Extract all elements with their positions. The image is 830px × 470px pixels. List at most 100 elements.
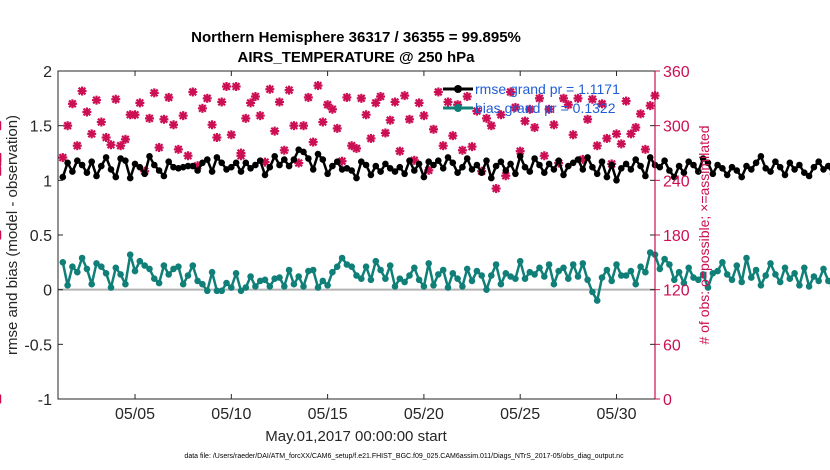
rmse-point bbox=[666, 167, 673, 174]
bias-point bbox=[801, 264, 808, 272]
bias-point bbox=[324, 282, 331, 289]
bias-point bbox=[420, 283, 428, 290]
rmse-point bbox=[757, 153, 765, 160]
bias-point bbox=[208, 268, 216, 276]
obs-count-point bbox=[72, 141, 82, 151]
chart-title-line1: Northern Hemisphere 36317 / 36355 = 99.8… bbox=[191, 29, 521, 46]
bias-point bbox=[767, 260, 774, 267]
bias-point bbox=[252, 283, 259, 290]
bias-point bbox=[83, 265, 91, 273]
bias-point bbox=[584, 276, 591, 284]
rmse-point bbox=[411, 167, 418, 174]
bias-point bbox=[401, 278, 408, 286]
bias-point bbox=[281, 283, 288, 290]
rmse-point bbox=[584, 154, 591, 161]
bias-point bbox=[285, 266, 293, 274]
bias-point bbox=[78, 254, 86, 262]
rmse-point bbox=[796, 161, 803, 169]
bias-point bbox=[723, 271, 731, 278]
rmse-point bbox=[396, 163, 404, 171]
rmse-point bbox=[748, 166, 755, 173]
rmse-point bbox=[815, 158, 822, 165]
rmse-point bbox=[497, 158, 505, 165]
bias-point bbox=[213, 287, 221, 295]
rmse-point bbox=[516, 153, 524, 160]
rmse-point bbox=[430, 161, 437, 169]
rmse-point bbox=[675, 162, 683, 170]
obs-count-point bbox=[481, 113, 491, 123]
bias-point bbox=[516, 257, 524, 265]
rmse-point bbox=[560, 171, 567, 179]
rmse-point bbox=[776, 163, 784, 171]
rmse-point bbox=[194, 167, 201, 174]
bias-point bbox=[314, 284, 322, 291]
bias-point bbox=[738, 278, 745, 286]
bias-point bbox=[752, 266, 760, 274]
rmse-point bbox=[478, 169, 486, 176]
bias-point bbox=[329, 268, 336, 276]
bias-point bbox=[122, 280, 129, 288]
obs-count-point bbox=[67, 99, 77, 109]
right-axis: 0 60 120 180 240 300 360 bbox=[655, 64, 690, 409]
obs-count-point bbox=[222, 81, 232, 91]
bias-point bbox=[815, 277, 822, 285]
obs-count-point bbox=[342, 92, 352, 102]
bias-point bbox=[618, 272, 625, 279]
rmse-point bbox=[483, 157, 490, 164]
rmse-point bbox=[348, 167, 356, 174]
rmse-point bbox=[165, 158, 172, 165]
rmse-point bbox=[333, 158, 341, 165]
bias-point bbox=[661, 255, 668, 263]
rmse-point bbox=[107, 166, 115, 173]
rmse-point bbox=[367, 171, 375, 179]
obs-count-point bbox=[241, 113, 251, 123]
bias-point bbox=[603, 266, 611, 274]
obs-count-point bbox=[616, 139, 626, 149]
bias-point bbox=[796, 282, 803, 289]
rmse-point bbox=[112, 173, 120, 181]
bias-point bbox=[642, 268, 649, 276]
rmse-point bbox=[646, 154, 654, 161]
rmse-point bbox=[473, 161, 481, 169]
bias-point bbox=[309, 266, 317, 274]
bias-point bbox=[126, 251, 134, 258]
obs-count-point bbox=[534, 93, 544, 103]
rmse-point bbox=[661, 157, 668, 164]
obs-count-point bbox=[207, 120, 217, 130]
bias-point bbox=[295, 273, 303, 280]
bias-point bbox=[680, 279, 688, 287]
x-tick-label: 05/15 bbox=[308, 406, 348, 423]
rmse-point bbox=[545, 160, 553, 168]
obs-count-point bbox=[400, 91, 410, 101]
obs-count-point bbox=[414, 98, 424, 108]
obs-count-point bbox=[120, 134, 130, 144]
bias-point bbox=[622, 272, 630, 279]
rmse-point bbox=[271, 153, 279, 160]
rmse-point bbox=[574, 156, 582, 163]
rmse-point bbox=[801, 169, 808, 176]
bias-point bbox=[560, 264, 567, 272]
obs-count-point bbox=[433, 87, 443, 97]
bias-point bbox=[199, 280, 206, 288]
rmse-point bbox=[709, 170, 717, 178]
obs-count-point bbox=[419, 111, 429, 121]
obs-count-point bbox=[573, 93, 583, 103]
bias-point bbox=[825, 277, 830, 285]
rmse-point bbox=[199, 159, 206, 167]
bias-point bbox=[160, 262, 168, 269]
bias-point bbox=[521, 275, 529, 283]
bias-point bbox=[685, 264, 692, 272]
bias-point bbox=[382, 275, 389, 283]
rmse-point bbox=[579, 166, 587, 173]
obs-count-point bbox=[530, 122, 540, 132]
obs-count-point bbox=[376, 92, 386, 102]
bias-point bbox=[786, 275, 794, 283]
obs-count-point bbox=[236, 148, 246, 158]
rmse-point bbox=[719, 165, 726, 172]
bias-point bbox=[743, 254, 750, 262]
bias-point bbox=[478, 272, 486, 279]
rmse-point bbox=[382, 160, 389, 168]
bias-point bbox=[468, 277, 476, 285]
y-right-tick-label: 0 bbox=[663, 392, 672, 409]
rmse-point bbox=[252, 161, 259, 169]
